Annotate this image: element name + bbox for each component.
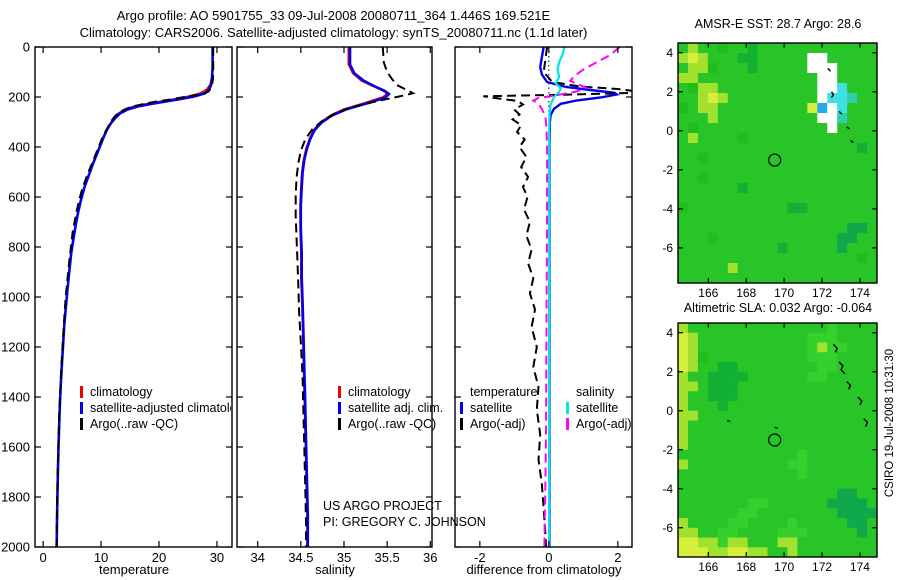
svg-text:-2: -2: [474, 550, 486, 565]
sst-map-title: AMSR-E SST: 28.7 Argo: 28.6: [694, 17, 862, 31]
legend-label: climatology: [348, 385, 411, 399]
legend-entry: climatology: [338, 384, 443, 400]
svg-text:-6: -6: [662, 521, 673, 535]
legend-label: satellite-adjusted climatology: [90, 401, 231, 415]
svg-text:1400: 1400: [1, 390, 30, 405]
svg-text:4: 4: [666, 326, 673, 340]
svg-text:4: 4: [666, 46, 673, 60]
svg-text:20: 20: [152, 550, 166, 565]
svg-text:166: 166: [698, 286, 718, 300]
svg-text:34.5: 34.5: [288, 550, 313, 565]
legend-entry: Argo(-adj): [460, 416, 537, 432]
svg-text:400: 400: [8, 140, 30, 155]
legend-label: satellite: [470, 401, 513, 415]
legend-label: climatology: [90, 385, 153, 399]
satellite-adjusted-line-swatch: [80, 402, 83, 414]
legend-entry: satellite: [566, 400, 632, 416]
figure-subtitle: Climatology: CARS2006. Satellite-adjuste…: [79, 25, 588, 40]
satellite-adj-line-swatch: [338, 402, 341, 414]
svg-text:2: 2: [666, 365, 673, 379]
sal-satellite-line-swatch: [566, 402, 569, 414]
svg-text:166: 166: [698, 560, 718, 574]
svg-text:35: 35: [337, 550, 351, 565]
legend-entry: Argo(-adj): [566, 416, 632, 432]
svg-text:172: 172: [812, 560, 832, 574]
svg-text:0: 0: [39, 550, 46, 565]
svg-text:1000: 1000: [1, 290, 30, 305]
csiro-timestamp: CSIRO 19-Jul-2008 10:31:30: [884, 348, 896, 498]
svg-text:10: 10: [94, 550, 108, 565]
svg-text:200: 200: [8, 90, 30, 105]
climatology-line-swatch: [338, 386, 341, 398]
argo-line-swatch: [338, 418, 341, 430]
project-footer-line1: US ARGO PROJECT: [323, 499, 442, 513]
svg-text:2: 2: [666, 85, 673, 99]
difference-salinity-legend: salinity satellite Argo(-adj): [566, 384, 632, 432]
svg-text:0: 0: [666, 124, 673, 138]
legend-label: Argo(-adj): [576, 417, 632, 431]
svg-text:168: 168: [736, 560, 756, 574]
legend-group-header: temperature: [470, 385, 538, 399]
svg-text:1600: 1600: [1, 440, 30, 455]
svg-text:600: 600: [8, 190, 30, 205]
svg-text:174: 174: [850, 286, 870, 300]
svg-text:1200: 1200: [1, 340, 30, 355]
svg-text:34: 34: [250, 550, 264, 565]
figure-title: Argo profile: AO 5901755_33 09-Jul-2008 …: [116, 8, 551, 23]
sal-argo-line-swatch: [566, 418, 569, 430]
svg-text:174: 174: [850, 560, 870, 574]
svg-text:36: 36: [423, 550, 437, 565]
svg-text:-6: -6: [662, 241, 673, 255]
svg-text:-4: -4: [662, 202, 673, 216]
temp-argo-line-swatch: [460, 418, 463, 430]
legend-label: Argo(..raw -QC): [90, 417, 179, 431]
svg-text:-4: -4: [662, 482, 673, 496]
svg-text:2000: 2000: [1, 540, 30, 555]
legend-entry: climatology: [80, 384, 231, 400]
legend-group-header: salinity: [576, 385, 615, 399]
temperature-axis-label: temperature: [98, 562, 170, 577]
difference-axis-label: difference from climatology: [466, 562, 622, 577]
svg-text:-2: -2: [662, 443, 673, 457]
project-footer-line2: PI: GREGORY C. JOHNSON: [323, 515, 486, 529]
temperature-legend: climatology satellite-adjusted climatolo…: [80, 384, 231, 432]
temp-satellite-line-swatch: [460, 402, 463, 414]
legend-entry: satellite: [460, 400, 537, 416]
argo-line-swatch: [80, 418, 83, 430]
svg-text:2: 2: [614, 550, 621, 565]
salinity-axis-label: salinity: [315, 562, 355, 577]
svg-text:170: 170: [774, 286, 794, 300]
sla-map-title: Altimetric SLA: 0.032 Argo: -0.064: [683, 301, 873, 315]
climatology-line-swatch: [80, 386, 83, 398]
svg-text:0: 0: [545, 550, 552, 565]
difference-temperature-legend: temperature satellite Argo(-adj): [460, 384, 537, 432]
svg-text:35.5: 35.5: [374, 550, 399, 565]
svg-text:30: 30: [210, 550, 224, 565]
legend-label: satellite: [576, 401, 619, 415]
svg-text:0: 0: [666, 404, 673, 418]
legend-entry: Argo(..raw -QC): [80, 416, 231, 432]
svg-text:-2: -2: [662, 163, 673, 177]
svg-text:1800: 1800: [1, 490, 30, 505]
svg-text:800: 800: [8, 240, 30, 255]
legend-entry: satellite-adjusted climatology: [80, 400, 231, 416]
legend-label: satellite adj. clim.: [348, 401, 444, 415]
svg-text:170: 170: [774, 560, 794, 574]
legend-label: Argo(-adj): [470, 417, 526, 431]
legend-entry: satellite adj. clim.: [338, 400, 443, 416]
legend-entry: Argo(..raw -QC): [338, 416, 443, 432]
legend-label: Argo(..raw -QC): [348, 417, 437, 431]
svg-text:172: 172: [812, 286, 832, 300]
salinity-legend: climatology satellite adj. clim. Argo(..…: [338, 384, 443, 432]
svg-text:0: 0: [23, 40, 30, 55]
svg-text:168: 168: [736, 286, 756, 300]
